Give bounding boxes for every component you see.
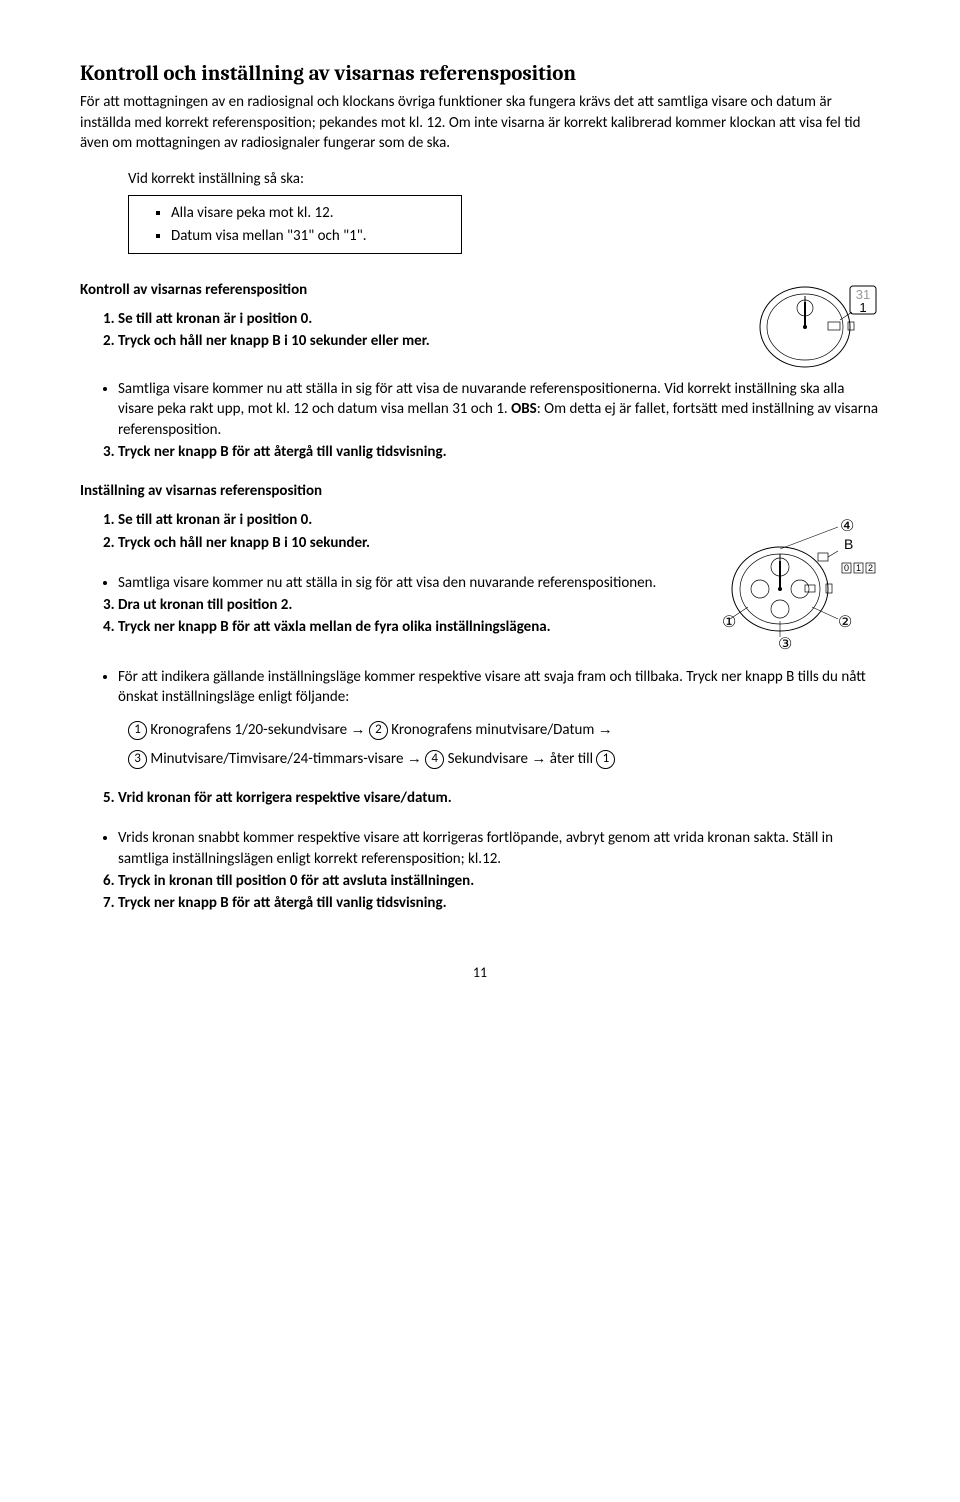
i-bullet-2: För att indikera gällande inställningslä… <box>118 666 880 709</box>
i-step-4: Tryck ner knapp B för att växla mellan d… <box>118 616 698 638</box>
intro-paragraph: För att mottagningen av en radiosignal o… <box>80 92 880 153</box>
i-step-1: Se till att kronan är i position 0. <box>118 509 698 531</box>
reference-box: Alla visare peka mot kl. 12. Datum visa … <box>128 195 462 254</box>
mode-chain: 1 Kronografens 1/20-sekundvisare → 2 Kro… <box>128 716 880 773</box>
k-step-3: Tryck ner knapp B för att återgå till va… <box>118 441 880 463</box>
i-bullet-1: Samtliga visare kommer nu att ställa in … <box>118 572 698 594</box>
i-bullet-3: Vrids kronan snabbt kommer respektive vi… <box>118 827 880 870</box>
svg-text:④: ④ <box>840 518 854 535</box>
k-step-2: Tryck och håll ner knapp B i 10 sekunder… <box>118 330 738 352</box>
svg-text:②: ② <box>838 614 852 631</box>
svg-text:1: 1 <box>856 563 861 573</box>
svg-text:B: B <box>844 536 853 552</box>
install-heading: Inställning av visarnas referensposition <box>80 481 880 501</box>
k-bullet-1: Samtliga visare kommer nu att ställa in … <box>118 378 880 441</box>
page-title: Kontroll och inställning av visarnas ref… <box>80 60 880 88</box>
vid-korrekt-label: Vid korrekt inställning så ska: <box>128 169 880 189</box>
i-step-7: Tryck ner knapp B för att återgå till va… <box>118 892 880 914</box>
watch-figure-1: 31 1 <box>750 272 880 378</box>
i-step-5: Vrid kronan för att korrigera respektive… <box>118 787 880 809</box>
svg-text:③: ③ <box>778 636 792 653</box>
svg-text:0: 0 <box>844 563 849 573</box>
svg-text:2: 2 <box>868 563 873 573</box>
i-step-6: Tryck in kronan till position 0 för att … <box>118 870 880 892</box>
svg-text:1: 1 <box>859 300 866 315</box>
box-item-1: Alla visare peka mot kl. 12. <box>171 202 451 224</box>
page-number: 11 <box>80 964 880 983</box>
i-step-2: Tryck och håll ner knapp B i 10 sekunder… <box>118 532 698 554</box>
i-step-3: Dra ut kronan till position 2. <box>118 594 698 616</box>
watch-figure-2: B 0 1 2 ④ ① ② ③ <box>710 509 880 665</box>
box-item-2: Datum visa mellan "31" och "1". <box>171 225 451 247</box>
kontroll-heading: Kontroll av visarnas referensposition <box>80 280 738 300</box>
k-step-1: Se till att kronan är i position 0. <box>118 308 738 330</box>
